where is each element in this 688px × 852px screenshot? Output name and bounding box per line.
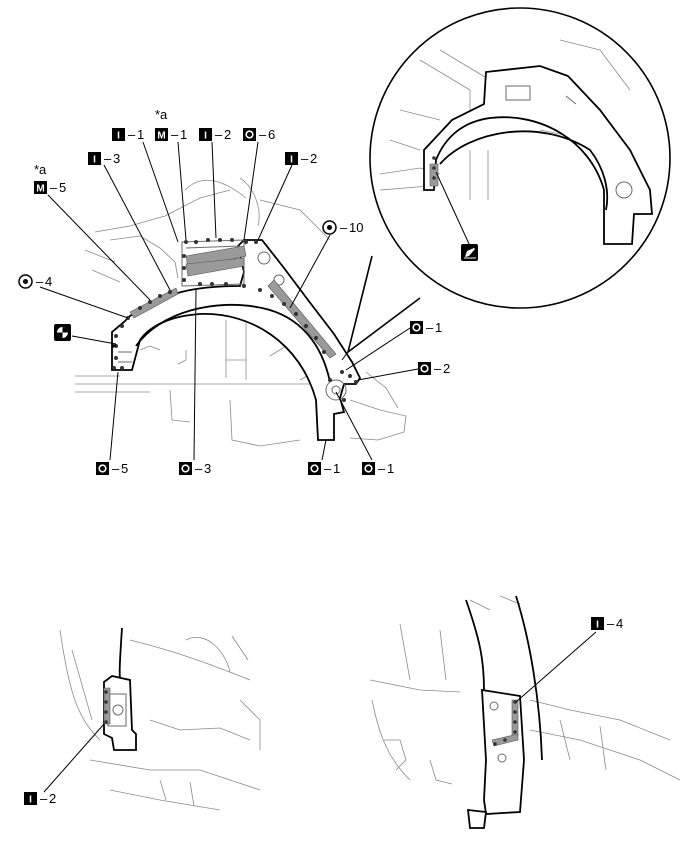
svg-text:–: – bbox=[301, 151, 309, 166]
svg-text:I: I bbox=[290, 155, 293, 166]
callout-i-2-bottom: I – 2 bbox=[24, 791, 56, 806]
detail-view-right bbox=[369, 595, 681, 829]
callout-o-10: – 10 bbox=[322, 220, 363, 235]
svg-text:1: 1 bbox=[387, 461, 394, 476]
svg-text:–: – bbox=[607, 616, 615, 631]
svg-text:*a: *a bbox=[155, 107, 168, 122]
svg-text:–: – bbox=[36, 274, 44, 289]
svg-text:I: I bbox=[29, 795, 32, 806]
svg-text:M: M bbox=[36, 184, 44, 195]
svg-text:–: – bbox=[40, 791, 48, 806]
svg-text:3: 3 bbox=[204, 461, 211, 476]
svg-text:–: – bbox=[378, 461, 386, 476]
svg-text:5: 5 bbox=[121, 461, 128, 476]
callout-i-1: I – 1 bbox=[112, 127, 144, 142]
svg-text:10: 10 bbox=[349, 220, 363, 235]
callout-o-2: – 2 bbox=[418, 361, 450, 376]
callout-o-5: – 5 bbox=[96, 461, 128, 476]
svg-text:1: 1 bbox=[180, 127, 187, 142]
svg-text:I: I bbox=[204, 131, 207, 142]
svg-text:–: – bbox=[340, 220, 348, 235]
svg-text:–: – bbox=[112, 461, 120, 476]
svg-text:I: I bbox=[596, 620, 599, 631]
svg-text:4: 4 bbox=[45, 274, 52, 289]
leader-lines-main bbox=[39, 141, 419, 461]
callout-o-1-bottom-b: – 1 bbox=[362, 461, 394, 476]
callout-i-2-top: I – 2 bbox=[199, 127, 231, 142]
svg-text:*a: *a bbox=[34, 162, 47, 177]
zoom-bubble bbox=[346, 7, 671, 354]
svg-text:I: I bbox=[117, 131, 120, 142]
svg-text:2: 2 bbox=[49, 791, 56, 806]
pen-icon bbox=[461, 244, 478, 261]
svg-text:1: 1 bbox=[333, 461, 340, 476]
svg-text:–: – bbox=[426, 320, 434, 335]
callout-o-1-right: – 1 bbox=[410, 320, 442, 335]
svg-text:–: – bbox=[434, 361, 442, 376]
svg-text:–: – bbox=[104, 151, 112, 166]
svg-text:M: M bbox=[157, 131, 165, 142]
svg-text:6: 6 bbox=[268, 127, 275, 142]
callout-m-5: *a M – 5 bbox=[34, 162, 66, 195]
svg-text:3: 3 bbox=[113, 151, 120, 166]
detail-view-left bbox=[43, 627, 261, 811]
callout-o-4: – 4 bbox=[18, 274, 52, 289]
svg-text:2: 2 bbox=[224, 127, 231, 142]
callout-m-1: *a M – 1 bbox=[155, 107, 187, 142]
svg-text:–: – bbox=[171, 127, 179, 142]
svg-text:2: 2 bbox=[443, 361, 450, 376]
svg-text:I: I bbox=[93, 155, 96, 166]
svg-text:4: 4 bbox=[616, 616, 623, 631]
callout-o-1-bottom-a: – 1 bbox=[308, 461, 340, 476]
svg-text:–: – bbox=[128, 127, 136, 142]
svg-text:–: – bbox=[50, 180, 58, 195]
callout-i-2-right: I – 2 bbox=[285, 151, 317, 166]
callout-o-3: – 3 bbox=[179, 461, 211, 476]
svg-text:1: 1 bbox=[435, 320, 442, 335]
svg-text:–: – bbox=[324, 461, 332, 476]
svg-text:–: – bbox=[259, 127, 267, 142]
circle-split-icon bbox=[54, 324, 71, 341]
weld-points-main bbox=[112, 238, 358, 402]
svg-text:5: 5 bbox=[59, 180, 66, 195]
svg-text:1: 1 bbox=[137, 127, 144, 142]
svg-text:–: – bbox=[195, 461, 203, 476]
callout-i-4: I – 4 bbox=[591, 616, 623, 631]
callout-o-6: – 6 bbox=[243, 127, 275, 142]
callout-i-3: I – 3 bbox=[88, 151, 120, 166]
svg-text:–: – bbox=[215, 127, 223, 142]
sealer-bands-main bbox=[129, 245, 337, 359]
svg-text:2: 2 bbox=[310, 151, 317, 166]
